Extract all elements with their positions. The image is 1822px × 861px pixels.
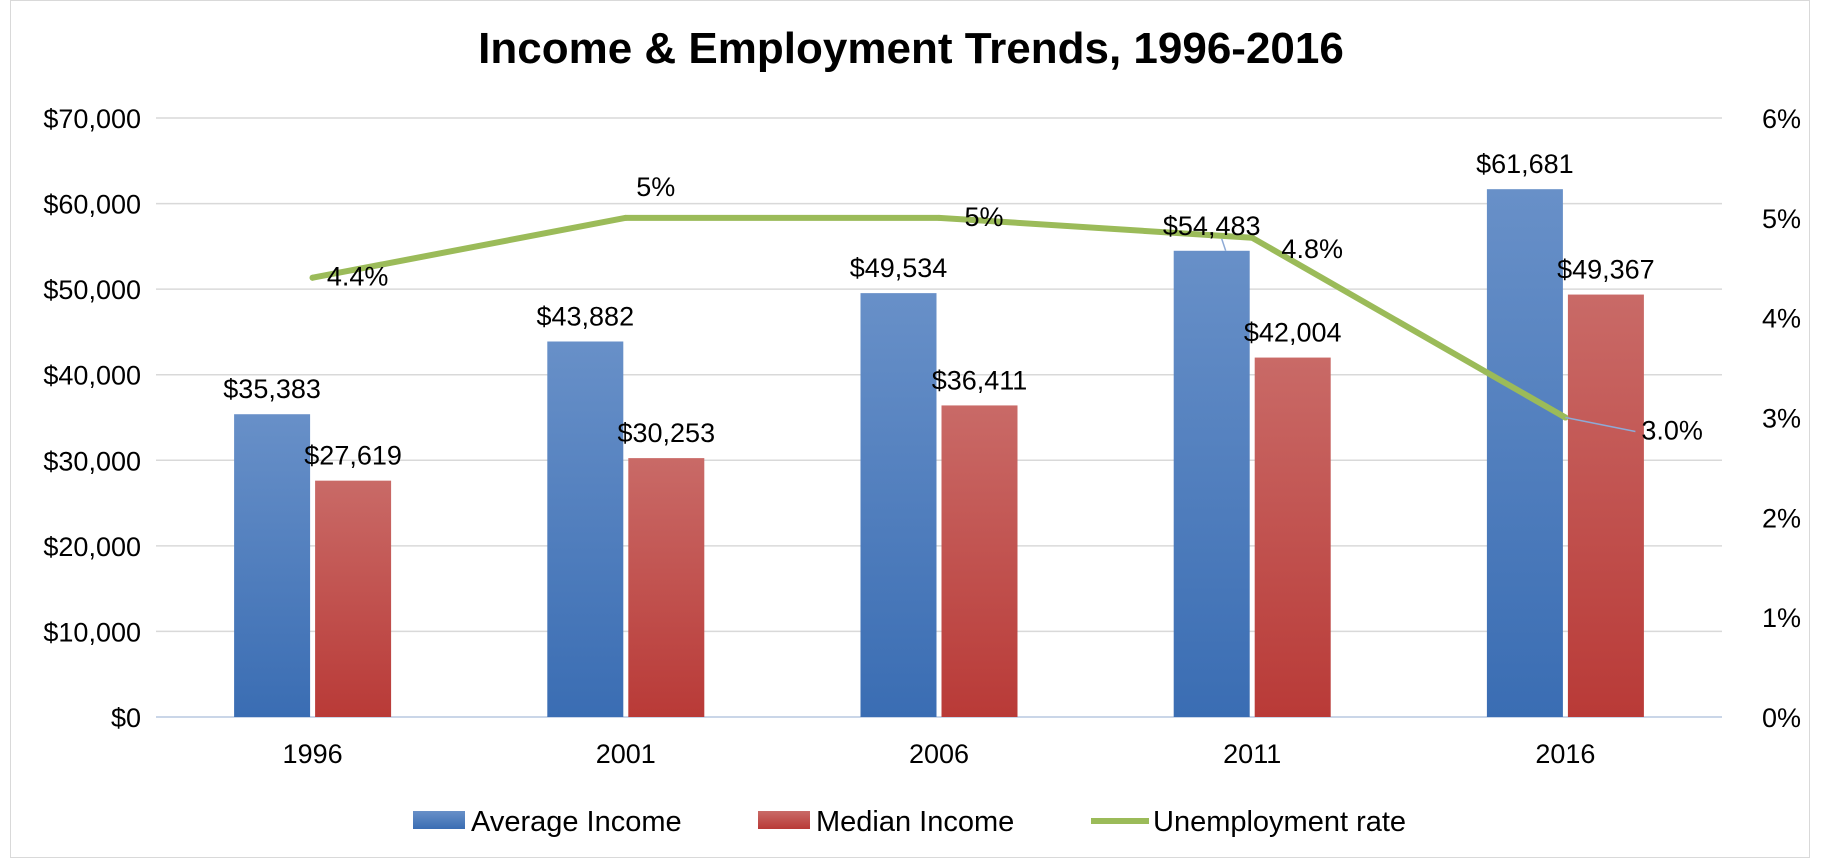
unemployment-point	[936, 214, 942, 221]
x-tick-label: 2011	[1223, 739, 1281, 769]
legend: Average Income Median Income Unemployment …	[413, 806, 1406, 838]
x-tick-label: 2006	[909, 739, 969, 769]
data-label-average-income: $61,681	[1476, 149, 1574, 179]
bars	[234, 189, 1644, 717]
data-label-unemployment-rate: 4.8%	[1281, 234, 1343, 264]
bar-median-income	[941, 405, 1018, 717]
y-left-tick-label: $10,000	[43, 617, 141, 647]
bar-average-income	[547, 341, 624, 717]
x-tick-label: 1996	[283, 739, 343, 769]
legend-label: Median Income	[816, 806, 1014, 838]
unemployment-point	[309, 274, 316, 281]
data-label-median-income: $30,253	[617, 418, 715, 448]
y-right-tick-label: 5%	[1762, 204, 1801, 234]
y-left-tick-label: $0	[111, 703, 141, 733]
x-tick-label: 2016	[1535, 739, 1595, 769]
data-label-unemployment-rate: 5%	[964, 202, 1003, 232]
y-right-tick-label: 1%	[1762, 603, 1801, 633]
leader-line	[1565, 416, 1636, 433]
bar-average-income	[1486, 189, 1563, 717]
data-label-average-income: $43,882	[536, 301, 634, 331]
bar-median-income	[1567, 294, 1644, 717]
y-left-tick-label: $40,000	[43, 361, 141, 391]
data-label-average-income: $49,534	[850, 253, 948, 283]
y-left-tick-label: $70,000	[43, 104, 141, 134]
data-labels: $35,383 $43,882 $49,534 $54,483 $61,681 $27,6…	[223, 149, 1703, 470]
chart-title: Income & Employment Trends, 1996-2016	[478, 24, 1344, 73]
axes: $0 $10,000 $20,000 $30,000 $40,000 $50,000 $60…	[43, 104, 1801, 769]
bar-median-income	[315, 480, 392, 717]
y-left-tick-label: $20,000	[43, 532, 141, 562]
data-label-median-income: $42,004	[1244, 318, 1342, 348]
legend-label: Average Income	[471, 806, 682, 838]
chart: Income & Employment Trends, 1996-2016 $0…	[43, 24, 1801, 838]
data-label-average-income: $35,383	[223, 374, 321, 404]
legend-swatch	[413, 811, 465, 829]
bar-average-income	[1173, 250, 1250, 717]
y-right-tick-label: 0%	[1762, 703, 1801, 733]
unemployment-point	[622, 214, 629, 221]
data-label-unemployment-rate: 5%	[636, 172, 675, 202]
y-left-tick-label: $60,000	[43, 190, 141, 220]
data-label-unemployment-rate: 3.0%	[1641, 416, 1703, 446]
y-left-tick-label: $50,000	[43, 275, 141, 305]
data-label-median-income: $49,367	[1557, 255, 1655, 285]
data-label-unemployment-rate: 4.4%	[327, 262, 389, 292]
y-right-tick-label: 3%	[1762, 404, 1801, 434]
bar-median-income	[1254, 357, 1331, 717]
y-right-tick-label: 6%	[1762, 104, 1801, 134]
legend-unemployment-rate: Unemployment rate	[1091, 806, 1406, 838]
unemployment-point	[1249, 234, 1256, 241]
x-tick-label: 2001	[596, 739, 656, 769]
data-label-median-income: $27,619	[304, 441, 402, 471]
unemployment-line	[309, 214, 1569, 421]
legend-average-income: Average Income	[413, 806, 682, 838]
y-right-tick-label: 2%	[1762, 503, 1801, 533]
y-left-tick-label: $30,000	[43, 446, 141, 476]
legend-swatch	[758, 811, 810, 829]
legend-median-income: Median Income	[758, 806, 1014, 838]
bar-average-income	[234, 414, 311, 717]
chart-frame: Income & Employment Trends, 1996-2016 $0…	[10, 0, 1810, 858]
bar-median-income	[628, 458, 705, 717]
leader-line	[1220, 238, 1227, 252]
bar-average-income	[860, 293, 937, 717]
data-label-median-income: $36,411	[932, 365, 1028, 395]
gridlines	[156, 117, 1722, 718]
y-right-tick-label: 4%	[1762, 304, 1801, 334]
legend-label: Unemployment rate	[1153, 806, 1406, 838]
data-label-average-income: $54,483	[1163, 211, 1261, 241]
